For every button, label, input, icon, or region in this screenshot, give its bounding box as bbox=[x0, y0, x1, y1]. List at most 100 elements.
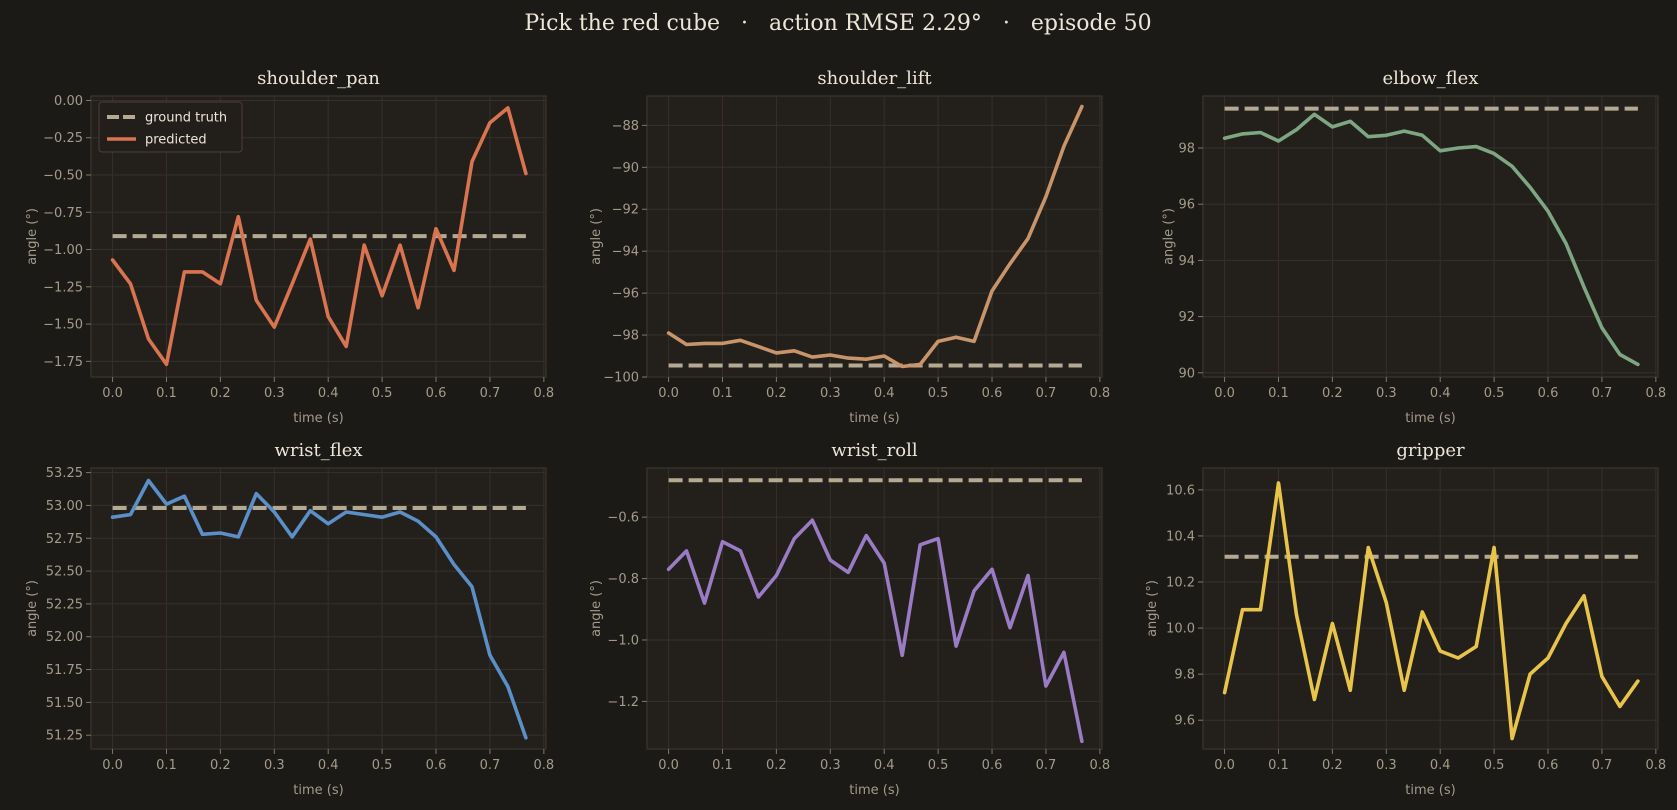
x-tick-label: 0.3 bbox=[1376, 386, 1397, 401]
x-axis-label: time (s) bbox=[293, 783, 343, 798]
x-tick-label: 0.2 bbox=[210, 758, 231, 773]
x-tick-label: 0.5 bbox=[372, 386, 393, 401]
y-tick-label: 10.2 bbox=[1166, 576, 1195, 591]
x-axis-label: time (s) bbox=[849, 411, 899, 426]
x-tick-label: 0.2 bbox=[1322, 758, 1343, 773]
x-tick-label: 0.7 bbox=[1036, 758, 1057, 773]
x-tick-label: 0.4 bbox=[874, 386, 895, 401]
y-axis-label: angle (°) bbox=[589, 208, 604, 265]
y-tick-label: −1.50 bbox=[43, 318, 83, 333]
y-tick-label: −90 bbox=[612, 161, 639, 176]
y-tick-label: 9.8 bbox=[1174, 668, 1195, 683]
x-tick-label: 0.0 bbox=[1214, 758, 1235, 773]
x-tick-label: 0.1 bbox=[1268, 386, 1289, 401]
x-tick-label: 0.6 bbox=[982, 386, 1003, 401]
x-tick-label: 0.4 bbox=[318, 386, 339, 401]
y-tick-label: −0.6 bbox=[607, 511, 639, 526]
x-tick-label: 0.2 bbox=[766, 386, 787, 401]
y-tick-label: −1.25 bbox=[43, 280, 83, 295]
y-tick-label: −0.50 bbox=[43, 169, 83, 184]
x-tick-label: 0.7 bbox=[480, 386, 501, 401]
y-tick-label: 51.75 bbox=[46, 663, 83, 678]
y-tick-label: 51.50 bbox=[46, 696, 83, 711]
subplot-title: gripper bbox=[1396, 440, 1465, 461]
y-tick-label: 98 bbox=[1178, 141, 1195, 156]
y-tick-label: 53.25 bbox=[46, 466, 83, 481]
subplot-title: wrist_roll bbox=[831, 440, 917, 461]
y-tick-label: 52.00 bbox=[46, 630, 83, 645]
series-predicted bbox=[1222, 481, 1640, 741]
x-tick-label: 0.3 bbox=[1376, 758, 1397, 773]
y-axis-label: angle (°) bbox=[1162, 208, 1177, 265]
y-tick-label: 10.0 bbox=[1166, 622, 1195, 637]
y-tick-label: −0.8 bbox=[607, 572, 639, 587]
series-predicted bbox=[110, 106, 528, 367]
x-tick-label: 0.5 bbox=[928, 758, 949, 773]
y-tick-label: −0.25 bbox=[43, 131, 83, 146]
y-axis-label: angle (°) bbox=[25, 208, 40, 265]
y-tick-label: 52.50 bbox=[46, 565, 83, 580]
y-tick-label: 96 bbox=[1178, 198, 1195, 213]
subplot-title: elbow_flex bbox=[1383, 68, 1479, 89]
x-tick-label: 0.6 bbox=[1538, 758, 1559, 773]
y-tick-label: 9.6 bbox=[1174, 714, 1195, 729]
y-tick-label: 53.00 bbox=[46, 499, 83, 514]
y-tick-label: −1.00 bbox=[43, 243, 83, 258]
x-tick-label: 0.1 bbox=[712, 386, 733, 401]
x-axis-label: time (s) bbox=[293, 411, 343, 426]
x-tick-label: 0.0 bbox=[658, 386, 679, 401]
subplot-title: shoulder_pan bbox=[257, 68, 380, 89]
x-tick-label: 0.8 bbox=[1645, 758, 1666, 773]
y-tick-label: 94 bbox=[1178, 254, 1195, 269]
x-tick-label: 0.8 bbox=[1645, 386, 1666, 401]
x-axis-label: time (s) bbox=[1405, 411, 1455, 426]
x-tick-label: 0.5 bbox=[1484, 758, 1505, 773]
x-axis-label: time (s) bbox=[1405, 783, 1455, 798]
legend-label: ground truth bbox=[145, 111, 227, 126]
x-tick-label: 0.0 bbox=[102, 758, 123, 773]
x-tick-label: 0.0 bbox=[102, 386, 123, 401]
y-tick-label: −1.75 bbox=[43, 355, 83, 370]
x-tick-label: 0.6 bbox=[426, 386, 447, 401]
subplot-elbow_flex: 0.0 0.1 0.2 0.3 0.4 0.5 0.6 0.7 0.8 98 96 94 92 90 elb… bbox=[1162, 68, 1667, 426]
plot-area bbox=[1202, 467, 1659, 750]
y-tick-label: −96 bbox=[612, 287, 639, 302]
figure-title: Pick the red cube · action RMSE 2.29° · … bbox=[524, 11, 1151, 36]
subplot-grid: 0.0 0.1 0.2 0.3 0.4 0.5 0.6 0.7 0.8 0.00 −0.25 −0.5… bbox=[25, 68, 1666, 798]
x-tick-label: 0.2 bbox=[766, 758, 787, 773]
x-tick-label: 0.6 bbox=[982, 758, 1003, 773]
y-tick-label: 0.00 bbox=[54, 94, 83, 109]
y-axis-label: angle (°) bbox=[25, 580, 40, 637]
x-tick-label: 0.5 bbox=[1484, 386, 1505, 401]
x-axis-label: time (s) bbox=[849, 783, 899, 798]
subplot-title: wrist_flex bbox=[274, 440, 362, 461]
y-tick-label: 92 bbox=[1178, 310, 1195, 325]
subplot-wrist_roll: 0.0 0.1 0.2 0.3 0.4 0.5 0.6 0.7 0.8 −0.6 −0.8 −1.0 −… bbox=[589, 440, 1110, 798]
x-tick-label: 0.0 bbox=[658, 758, 679, 773]
y-tick-label: −0.75 bbox=[43, 206, 83, 221]
subplot-shoulder_lift: 0.0 0.1 0.2 0.3 0.4 0.5 0.6 0.7 0.8 −88 −90 −92 −94 −… bbox=[589, 68, 1110, 426]
x-tick-label: 0.2 bbox=[1322, 386, 1343, 401]
x-tick-label: 0.1 bbox=[156, 386, 177, 401]
x-tick-label: 0.2 bbox=[210, 386, 231, 401]
y-tick-label: 10.6 bbox=[1166, 483, 1195, 498]
x-tick-label: 0.3 bbox=[820, 386, 841, 401]
y-tick-label: 90 bbox=[1178, 366, 1195, 381]
y-tick-label: −88 bbox=[612, 119, 639, 134]
series-predicted bbox=[1222, 112, 1640, 367]
y-tick-label: −1.2 bbox=[607, 695, 639, 710]
x-tick-label: 0.8 bbox=[533, 386, 554, 401]
x-tick-label: 0.8 bbox=[533, 758, 554, 773]
y-tick-label: −92 bbox=[612, 203, 639, 218]
x-tick-label: 0.8 bbox=[1089, 758, 1110, 773]
y-axis-label: angle (°) bbox=[1145, 580, 1160, 637]
x-tick-label: 0.3 bbox=[820, 758, 841, 773]
y-axis-label: angle (°) bbox=[589, 580, 604, 637]
y-tick-label: −100 bbox=[603, 371, 639, 386]
series-predicted bbox=[666, 518, 1084, 744]
x-tick-label: 0.1 bbox=[1268, 758, 1289, 773]
x-tick-label: 0.4 bbox=[318, 758, 339, 773]
x-tick-label: 0.4 bbox=[1430, 758, 1451, 773]
subplot-title: shoulder_lift bbox=[817, 68, 932, 89]
